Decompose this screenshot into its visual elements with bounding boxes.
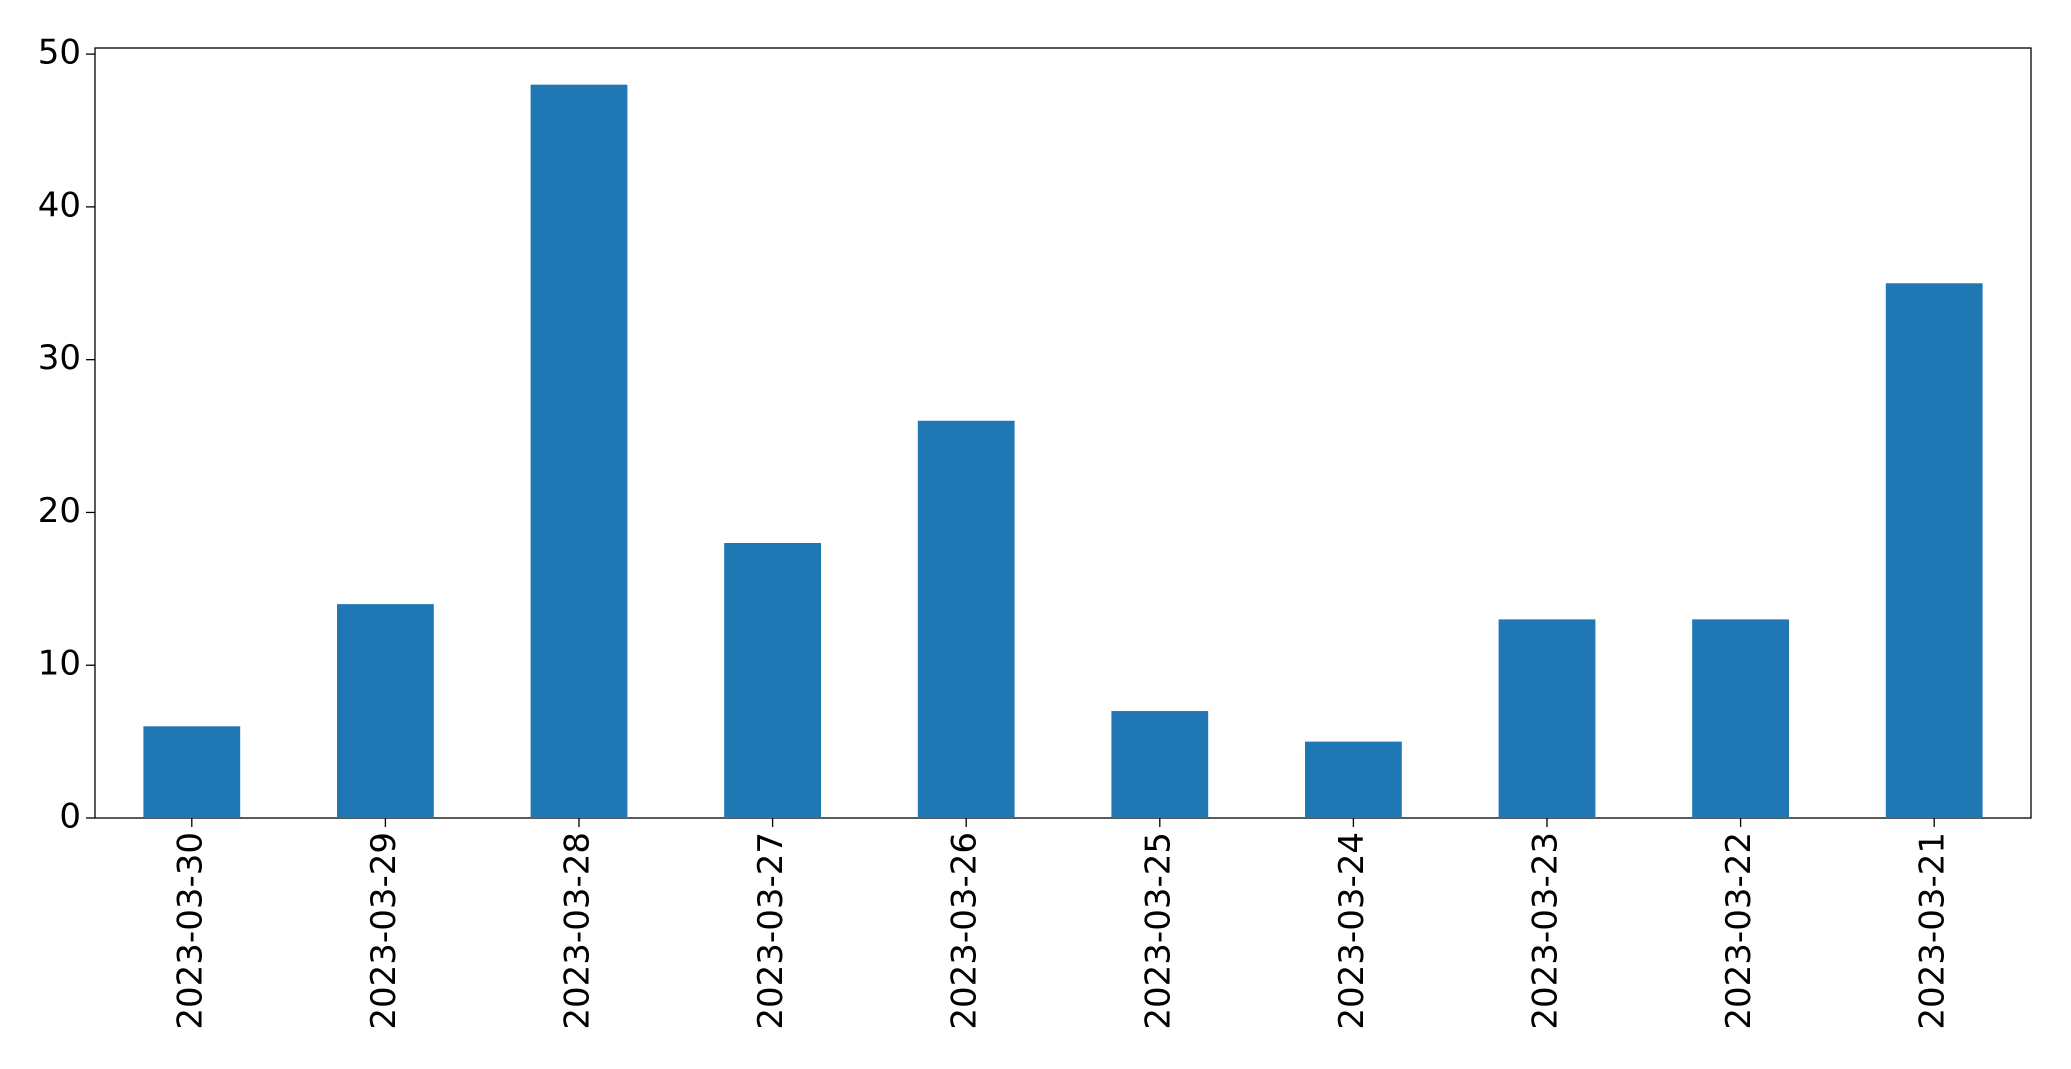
bar — [1692, 619, 1789, 818]
x-tick-label: 2023-03-24 — [1332, 832, 1372, 1030]
bar — [917, 420, 1015, 818]
y-tick-label: 50 — [38, 33, 81, 73]
x-tick-label: 2023-03-30 — [170, 832, 210, 1030]
x-tick-label: 2023-03-28 — [558, 832, 598, 1030]
x-tick-label: 2023-03-23 — [1526, 832, 1566, 1030]
bar — [337, 604, 434, 818]
bar — [1885, 283, 1983, 818]
bar — [1498, 619, 1596, 818]
bar — [1305, 741, 1402, 818]
y-tick-label: 30 — [38, 338, 81, 378]
bar — [143, 726, 241, 818]
plot-frame — [94, 47, 2032, 819]
x-tick-label: 2023-03-22 — [1719, 832, 1759, 1030]
x-tick-label: 2023-03-25 — [1138, 832, 1178, 1030]
bar — [1111, 711, 1209, 818]
x-tick-label: 2023-03-21 — [1913, 832, 1953, 1030]
x-tick-label: 2023-03-26 — [945, 832, 985, 1030]
y-tick-label: 10 — [38, 644, 81, 684]
x-tick-label: 2023-03-27 — [751, 832, 791, 1030]
x-tick-label: 2023-03-29 — [364, 832, 404, 1030]
y-tick-label: 40 — [38, 185, 81, 225]
y-tick-label: 20 — [38, 491, 81, 531]
y-tick-label: 0 — [59, 797, 81, 837]
bar — [724, 543, 821, 818]
bar — [530, 84, 628, 818]
